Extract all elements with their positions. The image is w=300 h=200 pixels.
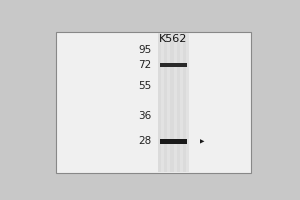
Bar <box>183 33 186 172</box>
Bar <box>158 33 189 172</box>
Bar <box>164 33 167 172</box>
Bar <box>170 33 173 172</box>
Bar <box>186 33 189 172</box>
Text: 95: 95 <box>138 45 152 55</box>
Text: 72: 72 <box>138 60 152 70</box>
Bar <box>167 33 170 172</box>
Bar <box>176 33 180 172</box>
Bar <box>158 33 161 172</box>
Bar <box>180 33 183 172</box>
Bar <box>161 33 164 172</box>
Text: 55: 55 <box>138 81 152 91</box>
Text: 28: 28 <box>138 136 152 146</box>
Bar <box>160 63 188 67</box>
Text: K562: K562 <box>159 34 188 44</box>
Bar <box>56 32 251 173</box>
Bar <box>173 33 176 172</box>
Text: 36: 36 <box>138 111 152 121</box>
Bar <box>160 139 188 144</box>
